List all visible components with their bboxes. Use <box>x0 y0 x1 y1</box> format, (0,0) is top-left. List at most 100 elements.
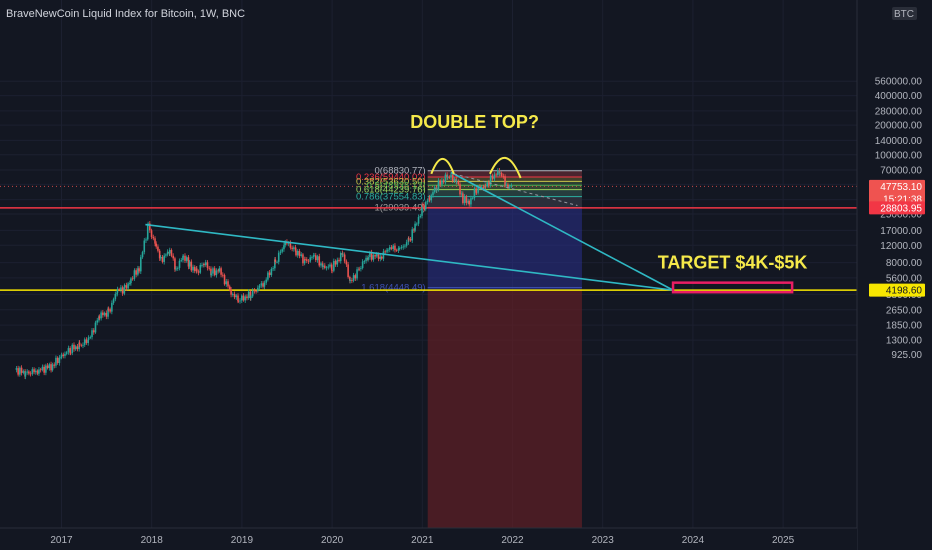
level-price-tag <box>869 201 925 215</box>
candle-body <box>253 290 256 292</box>
trendlines <box>145 171 674 291</box>
candle-body <box>298 250 301 256</box>
fib-label: 0.786(37554.83) <box>356 192 426 203</box>
candle-body <box>497 170 499 175</box>
candle-body <box>251 290 254 297</box>
candle-body <box>150 230 153 238</box>
candle-body <box>293 247 295 250</box>
candle-body <box>222 274 224 276</box>
candle-body <box>187 257 190 267</box>
candle-body <box>85 339 88 343</box>
target-box <box>671 281 794 294</box>
candle-body <box>28 371 30 374</box>
candle-body <box>414 223 416 231</box>
candle-body <box>149 223 151 231</box>
candle-body <box>143 240 146 253</box>
double-top-arc <box>430 157 455 175</box>
candle-body <box>204 262 207 265</box>
candle-body <box>87 337 90 340</box>
candle-body <box>260 283 263 286</box>
candle-body <box>48 364 51 369</box>
candle-body <box>103 312 106 316</box>
x-tick-label: 2018 <box>141 535 164 546</box>
candle-body <box>203 264 205 265</box>
candle-body <box>365 257 367 262</box>
candle-body <box>404 245 406 247</box>
candle-body <box>180 259 183 261</box>
candle-body <box>432 192 434 196</box>
candle-body <box>258 285 261 288</box>
candle-body <box>247 291 250 299</box>
candle-body <box>296 250 299 256</box>
candle-body <box>17 368 19 375</box>
fib-label: 0.5(48935.13) <box>367 180 426 191</box>
y-tick-label: 8000.00 <box>886 258 923 269</box>
candle-body <box>421 204 424 206</box>
candle-body <box>441 180 443 185</box>
breakdown-trendline <box>450 171 674 291</box>
candle-body <box>407 238 410 240</box>
candle-body <box>327 266 330 268</box>
projection-zones <box>427 170 582 528</box>
candle-body <box>460 193 463 195</box>
candle-body <box>295 250 297 256</box>
candle-body <box>116 289 119 293</box>
candle-body <box>240 295 243 301</box>
candle-body <box>510 185 513 187</box>
time-axis[interactable] <box>0 528 857 550</box>
candle-body <box>192 266 194 271</box>
candle-body <box>161 257 164 262</box>
candle-body <box>398 248 401 249</box>
candle-body <box>314 255 317 261</box>
candle-body <box>316 256 319 261</box>
candle-body <box>235 295 238 298</box>
x-tick-label: 2025 <box>772 535 795 546</box>
candle-body <box>39 369 42 371</box>
y-tick-label: 1300.00 <box>886 336 923 347</box>
candle-body <box>237 301 240 303</box>
candle-body <box>91 330 93 338</box>
candle-body <box>111 302 113 312</box>
candle-body <box>495 174 497 176</box>
candle-body <box>343 254 346 262</box>
candle-body <box>276 261 278 263</box>
candle-body <box>199 265 202 273</box>
candle-body <box>65 352 68 354</box>
candle-body <box>184 255 186 261</box>
candle-body <box>69 352 72 354</box>
candle-body <box>313 255 315 257</box>
candle-body <box>505 184 507 186</box>
double-top-annotation: DOUBLE TOP? <box>410 112 539 132</box>
candle-body <box>51 364 54 371</box>
candle-body <box>114 293 117 300</box>
candle-body <box>188 261 191 267</box>
candle-body <box>130 278 132 284</box>
candle-body <box>451 174 454 181</box>
candle-body <box>100 312 102 319</box>
candle-body <box>437 180 440 190</box>
candle-body <box>302 254 304 264</box>
candle-body <box>105 312 108 317</box>
candle-body <box>58 357 61 363</box>
candle-body <box>281 249 284 252</box>
candle-body <box>35 370 37 373</box>
price-axis[interactable] <box>857 0 932 550</box>
candle-body <box>455 181 458 183</box>
y-tick-label: 1850.00 <box>886 321 923 332</box>
x-tick-label: 2020 <box>321 535 344 546</box>
candle-body <box>330 264 333 271</box>
candle-body <box>305 259 308 261</box>
candle-body <box>220 268 222 275</box>
candle-body <box>360 268 362 269</box>
candle-body <box>333 261 335 271</box>
candle-body <box>74 346 77 350</box>
candle-body <box>392 245 395 249</box>
candle-body <box>262 283 264 287</box>
candle-body <box>131 278 134 280</box>
candle-body <box>465 196 468 203</box>
candle-body <box>423 204 425 210</box>
candle-body <box>38 369 40 374</box>
candle-body <box>67 348 70 353</box>
